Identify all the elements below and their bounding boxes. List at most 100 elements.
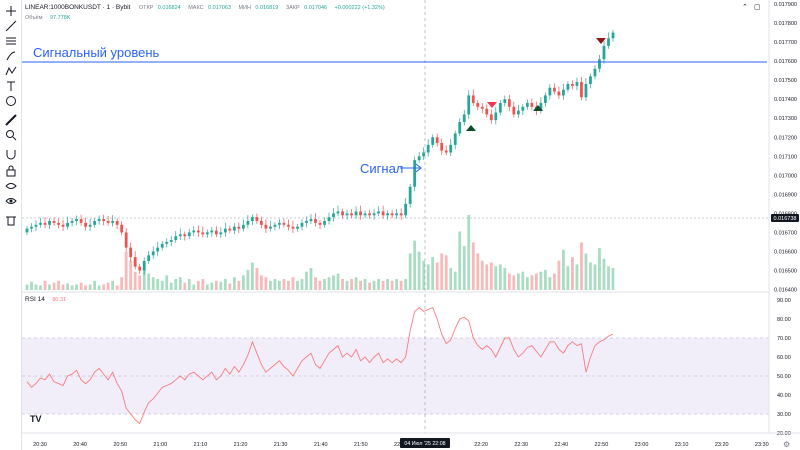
rsi-pane xyxy=(22,307,769,425)
candle xyxy=(57,222,60,225)
trash-icon[interactable] xyxy=(3,213,18,226)
candle xyxy=(219,232,223,235)
crosshair-time-badge: 04 Июл '25 22:08 xyxy=(400,438,450,448)
magnet-icon[interactable] xyxy=(3,147,18,160)
candle xyxy=(345,213,349,216)
volume-bars xyxy=(25,215,615,290)
candle xyxy=(84,222,87,227)
gear-icon[interactable]: ⚙ xyxy=(783,440,790,449)
open-value: 0.016824 xyxy=(158,5,181,11)
candle xyxy=(575,82,579,86)
chevron-up-icon[interactable]: ⌃ xyxy=(742,3,748,11)
candle xyxy=(530,103,534,107)
hide-icon[interactable] xyxy=(3,179,18,192)
volume-bar xyxy=(255,268,259,290)
candle xyxy=(165,241,169,244)
time-tick-label: 21:40 xyxy=(314,442,328,448)
price-axis[interactable]: 0.017900 0.017800 0.017700 0.017600 0.017500… xyxy=(768,0,797,437)
volume-bar xyxy=(196,280,200,290)
eye-icon[interactable] xyxy=(3,194,18,207)
candle xyxy=(327,217,331,221)
volume-bar xyxy=(444,255,448,290)
candle xyxy=(458,122,462,134)
volume-bar xyxy=(183,282,187,290)
ruler-icon[interactable] xyxy=(3,113,18,126)
candle xyxy=(332,213,335,218)
candle xyxy=(187,232,191,237)
brush-icon[interactable] xyxy=(3,49,18,62)
candle xyxy=(476,103,480,107)
candle xyxy=(539,103,543,111)
candle xyxy=(318,222,322,225)
volume-bar xyxy=(350,279,353,290)
volume-bar xyxy=(404,279,408,290)
candle xyxy=(471,95,475,104)
candle xyxy=(79,219,83,223)
pattern-icon[interactable] xyxy=(3,64,18,77)
trend-line-icon[interactable] xyxy=(3,19,18,32)
buy-marker[interactable] xyxy=(533,105,543,111)
candle xyxy=(88,224,92,227)
volume-bar xyxy=(422,260,426,290)
candle xyxy=(525,103,529,107)
volume-bar xyxy=(516,273,520,290)
fib-icon[interactable] xyxy=(3,34,18,47)
window-controls[interactable]: ⌃ ▢ xyxy=(742,3,761,11)
volume-bar xyxy=(75,284,78,290)
rsi-tick-label: 90.00 xyxy=(777,298,791,304)
sell-marker[interactable] xyxy=(487,102,497,108)
candle xyxy=(75,219,78,221)
volume-bar xyxy=(372,280,376,290)
candle xyxy=(52,220,56,223)
volume-bar xyxy=(278,280,281,290)
text-icon[interactable] xyxy=(3,79,18,92)
sell-marker[interactable] xyxy=(596,38,606,44)
signal-annotation[interactable]: Сигнал xyxy=(360,161,403,176)
candle xyxy=(237,226,241,229)
signal-level-annotation[interactable]: Сигнальный уровень xyxy=(33,45,160,60)
candle xyxy=(516,110,520,115)
candle xyxy=(196,230,200,233)
candle xyxy=(494,112,498,121)
candle xyxy=(115,220,119,225)
candle xyxy=(584,83,588,98)
candle xyxy=(228,228,232,231)
volume-bar xyxy=(598,247,601,290)
high-label: МАКС xyxy=(188,5,203,11)
volume-bar xyxy=(386,279,390,290)
emoji-icon[interactable] xyxy=(3,94,18,107)
zoom-icon[interactable] xyxy=(3,128,18,141)
lock-icon[interactable] xyxy=(3,164,18,177)
price-tick-label: 0.017000 xyxy=(774,173,797,179)
price-tick-label: 0.016900 xyxy=(774,192,797,198)
candle xyxy=(160,243,164,248)
candle xyxy=(30,226,33,229)
legend-line: LINEAR:1000BONKUSDT · 1 · Bybit ОТКР 0.0… xyxy=(25,0,385,13)
crosshair-icon[interactable] xyxy=(3,4,18,17)
volume-bar xyxy=(34,284,38,290)
candle xyxy=(323,220,326,225)
time-tick-label: 20:30 xyxy=(33,442,47,448)
volume-bar xyxy=(480,260,484,290)
candle xyxy=(142,260,146,271)
candle xyxy=(129,247,133,258)
candle xyxy=(408,186,412,204)
volume-bar xyxy=(462,246,466,290)
maximize-icon[interactable]: ▢ xyxy=(754,4,761,11)
volume-bar xyxy=(282,279,286,290)
volume-bar xyxy=(124,251,128,290)
price-tick-label: 0.017100 xyxy=(774,154,797,160)
candle xyxy=(399,213,403,216)
volume-bar xyxy=(129,260,133,290)
candle xyxy=(250,217,254,221)
volume-bar xyxy=(39,285,42,290)
candle xyxy=(273,224,277,227)
candle xyxy=(485,108,489,115)
time-tick-label: 21:10 xyxy=(194,442,208,448)
buy-marker[interactable] xyxy=(466,125,476,131)
volume-bar xyxy=(593,264,597,290)
volume-bar xyxy=(584,253,588,290)
candle xyxy=(453,133,457,145)
volume-label: Объём xyxy=(25,15,43,21)
